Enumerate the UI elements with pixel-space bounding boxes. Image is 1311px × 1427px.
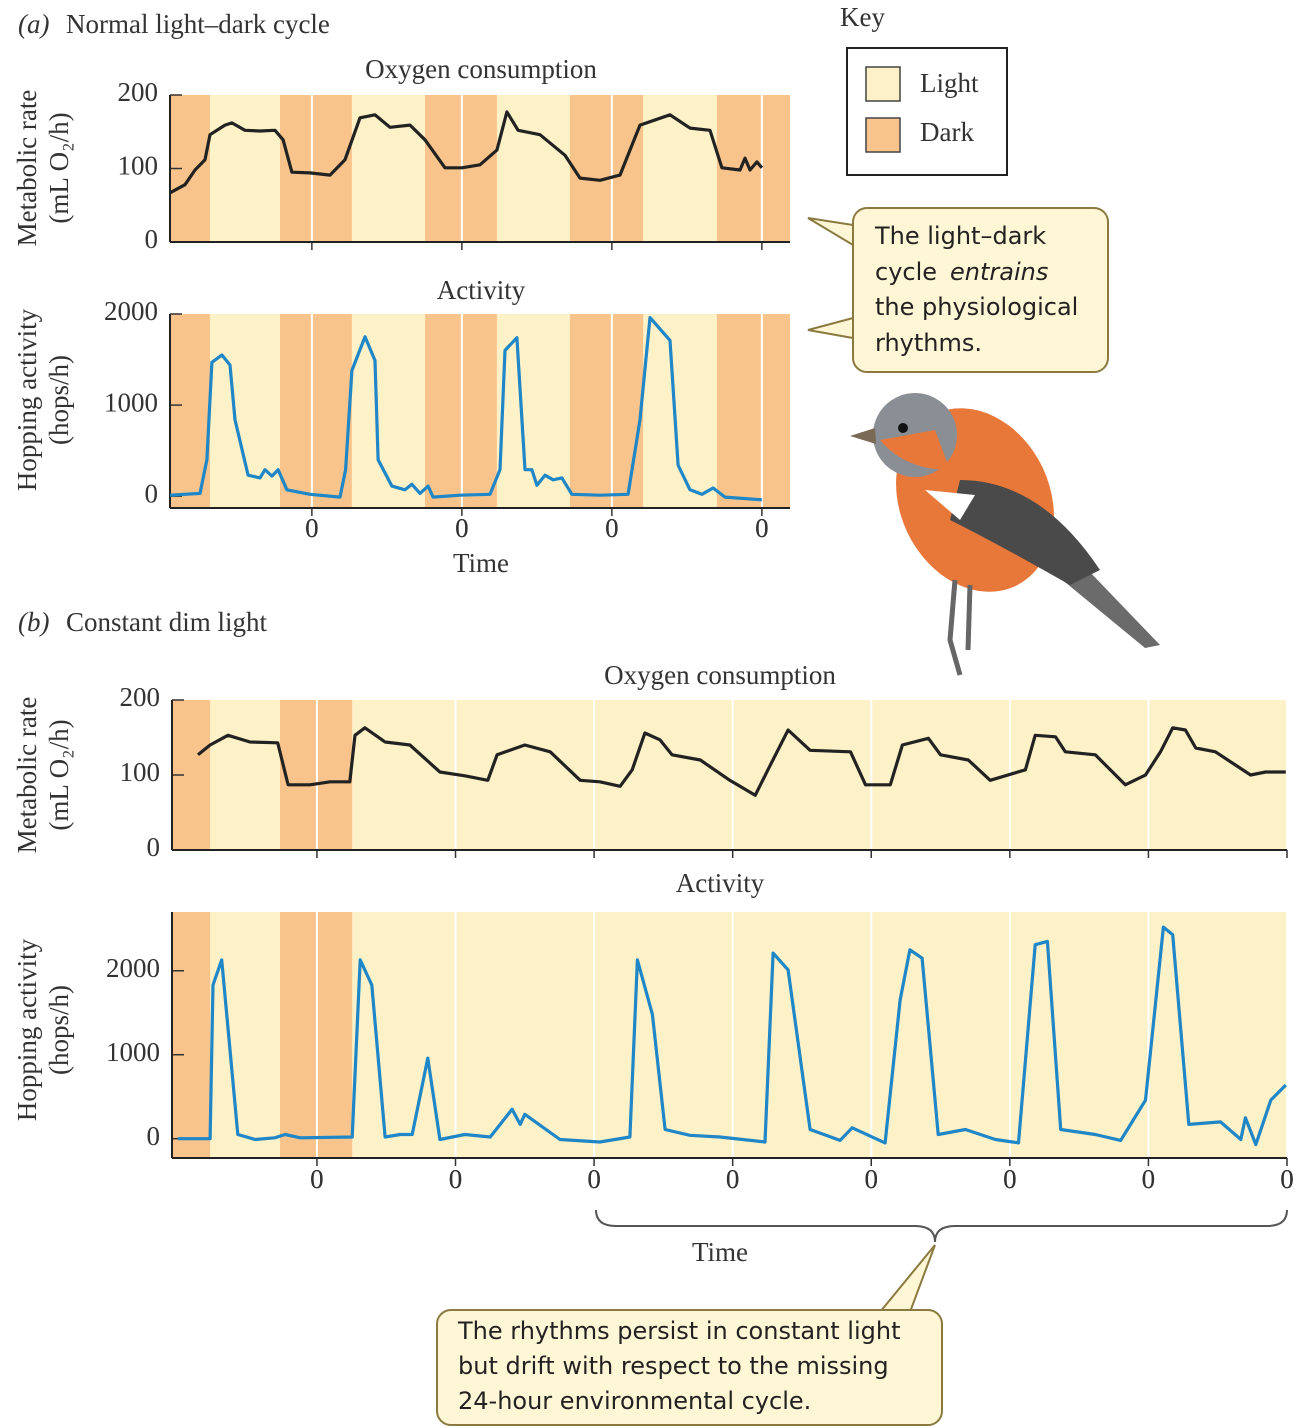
x-tick-label: 0 xyxy=(865,1164,879,1194)
y-axis-label: Hopping activity xyxy=(12,308,42,491)
panel-title: Constant dim light xyxy=(66,607,268,637)
x-tick-label: 0 xyxy=(1003,1164,1017,1194)
y-tick-label: 1000 xyxy=(104,387,158,417)
chart: 0 0 0 0 0 1000 2000 Activity Hopping activity (ho… xyxy=(12,275,790,578)
callout-pointer xyxy=(877,1244,936,1313)
x-tick-label: 0 xyxy=(1280,1164,1294,1194)
y-tick-label: 2000 xyxy=(106,953,160,983)
x-tick-label: 0 xyxy=(755,513,769,543)
callout-text: entrains xyxy=(950,258,1048,286)
x-tick-label: 0 xyxy=(865,1164,879,1194)
x-axis-label: Time xyxy=(453,548,509,578)
x-tick-label: 0 xyxy=(587,1164,601,1194)
x-tick-label: 0 xyxy=(1003,1164,1017,1194)
data-line xyxy=(169,110,764,195)
data-line xyxy=(169,316,763,502)
bird-illustration xyxy=(850,393,1160,676)
x-tick-label: 0 xyxy=(310,1164,324,1194)
chart-title: Oxygen consumption xyxy=(604,660,836,690)
y-tick-label: 0 xyxy=(145,224,159,254)
panel-title: Normal light–dark cycle xyxy=(66,9,330,39)
bird-face xyxy=(880,430,950,470)
callout-text: rhythms. xyxy=(875,329,982,357)
y-tick-label: 0 xyxy=(147,832,161,862)
callout-box xyxy=(436,1309,943,1426)
x-tick-label: 0 xyxy=(310,1164,324,1194)
y-tick-label: 1000 xyxy=(106,1037,160,1067)
callout-text: The light–dark xyxy=(874,222,1046,250)
x-tick-label: 0 xyxy=(755,513,769,543)
x-tick-label: 0 xyxy=(305,513,319,543)
y-axis-label: (mL O₂/h) xyxy=(44,719,74,830)
x-tick-label: 0 xyxy=(587,1164,601,1194)
key-swatch xyxy=(865,117,901,153)
x-tick-label: 0 xyxy=(449,1164,463,1194)
x-tick-label: 0 xyxy=(605,513,619,543)
callout: The rhythms persist in constant light bu… xyxy=(436,1244,943,1426)
y-tick-label: 100 xyxy=(118,151,159,181)
x-tick-label: 0 xyxy=(605,513,619,543)
y-tick-label: 0 xyxy=(145,478,159,508)
y-tick-label: 2000 xyxy=(104,296,158,326)
x-tick-label: 0 xyxy=(449,1164,463,1194)
callout-box xyxy=(852,207,1109,373)
x-tick-label: 0 xyxy=(1142,1164,1156,1194)
x-tick-label: 0 xyxy=(1142,1164,1156,1194)
chart: 0 0 0 0 0 0 0 0 0 1000 2000 Activity Hopping activit… xyxy=(12,868,1294,1267)
x-tick-label: 0 xyxy=(455,513,469,543)
bird-legs xyxy=(947,579,973,676)
chart: 0 0 0 0 0 100 200 Oxygen consumption Metabolic r… xyxy=(12,54,790,543)
panel-letter: (b) xyxy=(18,607,49,637)
dark-period xyxy=(280,314,352,508)
bird-beak xyxy=(850,428,876,444)
y-tick-label: 200 xyxy=(118,77,159,107)
bird-eye xyxy=(898,423,908,433)
y-axis-label: (hops/h) xyxy=(44,355,74,445)
y-axis-label: Hopping activity xyxy=(12,938,42,1121)
y-tick-label: 200 xyxy=(120,682,161,712)
x-tick-label: 0 xyxy=(726,1164,740,1194)
y-axis-label: (hops/h) xyxy=(44,985,74,1075)
key-swatch xyxy=(865,66,901,102)
x-tick-label: 0 xyxy=(726,1164,740,1194)
x-tick-label: 0 xyxy=(455,513,469,543)
callout-text: The rhythms persist in constant light xyxy=(457,1317,901,1345)
data-line xyxy=(177,925,1287,1147)
x-tick-label: 0 xyxy=(305,513,319,543)
chart-title: Activity xyxy=(676,868,765,898)
dark-period xyxy=(570,95,644,242)
dark-period xyxy=(172,912,211,1158)
y-tick-label: 100 xyxy=(120,757,161,787)
callout-text: 24-hour environmental cycle. xyxy=(458,1387,811,1415)
key-label: Dark xyxy=(920,117,974,147)
callout: The light–dark cycle entrains the physio… xyxy=(807,207,1109,373)
chart: 0 0 0 0 0 0 0 0 0 100 200 Oxygen consumption Metabol… xyxy=(12,660,1294,1194)
panel-letter: (a) xyxy=(18,9,49,39)
data-line xyxy=(196,726,1286,797)
key-label: Light xyxy=(920,68,979,98)
dark-period xyxy=(716,314,790,508)
y-axis-label: Metabolic rate xyxy=(12,90,42,247)
bird-wingbar xyxy=(925,490,975,520)
chart-title: Oxygen consumption xyxy=(365,54,597,84)
y-tick-label: 0 xyxy=(147,1121,161,1151)
callout-text: the physiological xyxy=(875,293,1078,321)
y-axis-label: Metabolic rate xyxy=(12,697,42,854)
callout-text: but drift with respect to the missing xyxy=(458,1352,889,1380)
plot-background xyxy=(172,700,1287,850)
chart-title: Activity xyxy=(437,275,526,305)
bird-wing xyxy=(950,480,1100,585)
key-title: Key xyxy=(840,2,885,32)
x-tick-label: 0 xyxy=(1280,1164,1294,1194)
x-axis-label: Time xyxy=(692,1237,748,1267)
y-axis-label: (mL O₂/h) xyxy=(44,112,74,223)
callout-text: cycle xyxy=(875,258,937,286)
callout-pointer xyxy=(807,217,854,340)
brace xyxy=(595,1209,1288,1243)
